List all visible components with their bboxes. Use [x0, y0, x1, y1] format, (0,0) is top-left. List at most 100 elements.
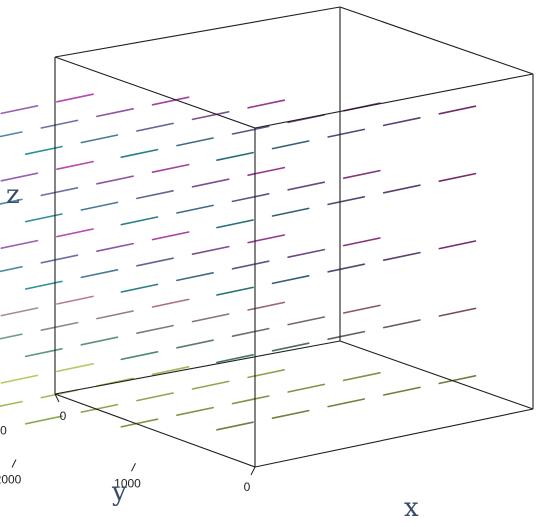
vector-arrow [216, 353, 254, 364]
vector-arrow [80, 134, 119, 144]
vector-arrow [80, 336, 119, 346]
vector-arrow [0, 105, 39, 115]
vector-arrow [151, 365, 190, 376]
vector-arrow [287, 383, 326, 393]
vector-arrow [80, 403, 119, 414]
vector-arrow [176, 204, 214, 214]
vector-arrow [342, 304, 381, 314]
box-edge [254, 408, 534, 468]
vector-arrow [382, 117, 421, 127]
vector-arrow [136, 324, 174, 335]
vector-arrow [191, 111, 230, 121]
vector-arrow [438, 172, 477, 182]
vector-arrow [56, 93, 94, 103]
vector-arrow [0, 400, 23, 408]
vector-arrow [438, 105, 477, 115]
vector-arrow [40, 254, 79, 264]
vector-arrow [151, 231, 190, 241]
vector-arrows [0, 93, 477, 431]
vector-arrow [151, 96, 190, 106]
vector-arrow [216, 421, 254, 431]
vector-arrow [231, 193, 270, 203]
vector-arrow [382, 386, 421, 396]
vector-arrow [0, 131, 23, 138]
y-tick-label: 0 [244, 480, 251, 494]
vector-arrow [327, 398, 366, 408]
vector-arrow [80, 268, 119, 279]
vector-arrow [120, 283, 159, 293]
vector-arrow [56, 160, 94, 170]
vector-arrow [176, 137, 214, 147]
vector-arrow [176, 406, 214, 417]
vector-arrow [40, 119, 79, 129]
vector-arrow [247, 301, 286, 311]
box-edge [339, 6, 534, 75]
vector-arrow [216, 219, 254, 229]
vector-arrow [327, 330, 366, 341]
vector-arrow [0, 172, 39, 182]
vector-arrow [191, 245, 230, 255]
vector-arrow [247, 234, 286, 244]
vector-arrow [96, 108, 134, 118]
box-edge [54, 6, 341, 58]
box-edge [54, 340, 341, 395]
vector-arrow [382, 319, 421, 329]
vector-arrow [24, 415, 63, 425]
vector-arrow [191, 313, 230, 323]
vector-arrow [0, 239, 39, 249]
vector-arrow [191, 380, 230, 390]
vector-arrow [287, 316, 326, 326]
vector-arrow [438, 374, 477, 385]
vector-arrow [120, 148, 159, 158]
vector-arrow [40, 321, 79, 332]
vector-arrow [40, 187, 79, 197]
vector-arrow [271, 207, 310, 217]
y-tick-mark [11, 459, 17, 468]
vector-arrow [287, 248, 326, 259]
vector-arrow [136, 190, 174, 200]
vector-arrow [96, 175, 134, 185]
vector-arrow [271, 342, 310, 352]
vector-arrow [0, 307, 39, 317]
y-tick-mark [131, 463, 136, 472]
vector-arrow [231, 327, 270, 338]
vector-arrow [327, 196, 366, 206]
x-tick-mark [54, 393, 60, 403]
vector-arrow [120, 216, 159, 226]
vector-arrow [56, 362, 94, 373]
vector-arrow [24, 280, 63, 290]
vector-arrow [120, 418, 159, 428]
vector-arrow [216, 151, 254, 161]
box-edge [54, 56, 256, 129]
vector-arrow [56, 295, 94, 305]
vector-arrow [287, 181, 326, 191]
vector-arrow [438, 240, 477, 250]
y-tick-label: 1000 [114, 476, 141, 490]
vector-arrow [231, 395, 270, 405]
vector-arrow [176, 339, 214, 349]
vector-arrow [342, 169, 381, 179]
vector-arrow [96, 310, 134, 320]
vector-arrow [342, 237, 381, 247]
vector-arrow [0, 198, 23, 205]
vector-arrow [0, 265, 23, 273]
vector-arrow [327, 128, 366, 138]
vector-arrow [382, 184, 421, 194]
vector-arrow [271, 409, 310, 420]
vector-arrow [96, 242, 134, 252]
vector-arrow [24, 213, 63, 223]
vector-arrow [24, 145, 63, 155]
vector-arrow [24, 347, 63, 358]
vector-arrow [271, 274, 310, 285]
plot-box [54, 6, 534, 468]
vector-arrow [151, 163, 190, 173]
vector-arrow [0, 333, 23, 340]
x-tick-label: 0 [60, 409, 67, 423]
vector-arrow [56, 228, 94, 238]
vector-arrow [247, 166, 286, 176]
vector-arrow [120, 350, 159, 361]
vector-arrow [0, 374, 39, 384]
y-axis-label: y [111, 477, 127, 507]
vector-arrow [136, 392, 174, 402]
vector-arrow [151, 298, 190, 308]
